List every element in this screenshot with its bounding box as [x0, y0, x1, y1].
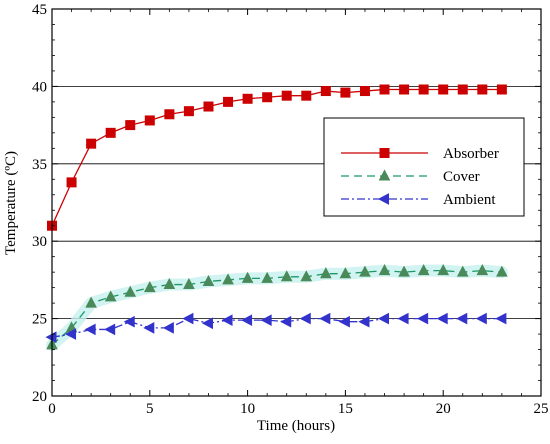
- data-point-ambient: [475, 312, 487, 325]
- data-point-ambient: [182, 312, 194, 325]
- data-point-ambient: [84, 323, 96, 336]
- data-point-ambient: [201, 317, 213, 330]
- x-tick-label: 0: [48, 401, 56, 417]
- data-point-absorber: [496, 84, 507, 95]
- x-tick-label: 5: [146, 401, 154, 417]
- data-point-absorber: [301, 90, 312, 101]
- data-point-absorber: [477, 84, 488, 95]
- data-point-absorber: [183, 106, 194, 117]
- data-point-cover: [202, 274, 215, 286]
- y-tick-label: 20: [32, 389, 47, 405]
- data-point-absorber: [457, 84, 468, 95]
- data-point-ambient: [436, 312, 448, 325]
- data-point-absorber: [125, 120, 136, 131]
- legend-box: [323, 117, 525, 217]
- data-point-ambient: [143, 322, 155, 334]
- data-point-ambient: [45, 331, 57, 344]
- data-point-absorber: [418, 84, 429, 95]
- data-point-absorber: [164, 109, 175, 120]
- data-point-absorber: [399, 84, 410, 95]
- data-point-cover: [183, 277, 195, 290]
- data-point-ambient: [397, 312, 409, 325]
- data-point-cover: [339, 267, 352, 279]
- data-point-cover: [104, 290, 117, 302]
- data-point-absorber: [262, 92, 273, 103]
- x-tick-label: 20: [436, 401, 451, 417]
- data-point-cover: [476, 264, 489, 276]
- legend-label-ambient: Ambient: [443, 192, 496, 208]
- data-point-ambient: [417, 312, 429, 325]
- y-tick-label: 40: [32, 79, 47, 95]
- data-point-absorber: [144, 115, 155, 126]
- data-point-cover: [496, 265, 508, 277]
- data-point-absorber: [86, 138, 97, 149]
- data-point-cover: [300, 270, 313, 282]
- data-point-ambient: [358, 315, 370, 328]
- data-point-ambient: [338, 315, 350, 328]
- data-point-cover: [437, 264, 450, 276]
- data-point-cover: [378, 264, 391, 276]
- data-point-ambient: [123, 315, 135, 328]
- x-tick-label: 15: [338, 401, 353, 417]
- data-point-ambient: [241, 314, 253, 326]
- data-point-cover: [456, 265, 469, 277]
- legend-marker-cover: [378, 169, 391, 181]
- data-point-ambient: [221, 314, 233, 326]
- data-point-cover: [417, 264, 430, 276]
- x-tick-label: 25: [534, 401, 549, 417]
- data-point-ambient: [299, 312, 311, 325]
- y-axis-title: Temperature (ºC): [3, 151, 19, 255]
- data-point-cover: [222, 273, 234, 285]
- data-point-absorber: [320, 86, 331, 97]
- data-point-absorber: [66, 177, 77, 188]
- y-tick-label: 25: [32, 312, 47, 328]
- legend-marker-ambient: [377, 193, 389, 205]
- cover-series-highlight: [46, 264, 508, 351]
- series-highlight-bands: [46, 264, 508, 351]
- y-tick-label: 30: [32, 234, 47, 250]
- data-point-cover: [280, 270, 293, 282]
- data-point-ambient: [162, 322, 174, 334]
- data-point-absorber: [379, 84, 390, 95]
- data-point-absorber: [223, 96, 234, 107]
- data-point-absorber: [281, 90, 292, 101]
- data-point-ambient: [64, 328, 77, 340]
- data-point-absorber: [203, 101, 214, 112]
- x-axis-title: Time (hours): [257, 418, 335, 434]
- y-tick-label: 45: [32, 2, 47, 18]
- data-point-absorber: [359, 86, 370, 97]
- data-point-ambient: [495, 312, 507, 325]
- data-point-cover: [163, 277, 176, 290]
- data-point-cover: [398, 265, 410, 277]
- x-tick-label: 10: [240, 401, 255, 417]
- data-point-absorber: [242, 93, 253, 104]
- data-point-cover: [320, 267, 332, 279]
- legend-marker-absorber: [379, 148, 390, 158]
- data-point-cover: [143, 281, 156, 293]
- data-point-ambient: [456, 312, 468, 325]
- data-point-absorber: [438, 84, 449, 95]
- data-point-cover: [241, 271, 254, 283]
- data-point-cover: [124, 285, 137, 297]
- legend: Absorber Cover Ambient: [323, 117, 525, 217]
- data-point-absorber: [340, 87, 351, 98]
- y-tick-label: 35: [32, 157, 47, 173]
- data-point-cover: [261, 271, 273, 283]
- data-point-ambient: [280, 315, 292, 328]
- series-line-ambient: [51, 317, 502, 338]
- plot-frame: [51, 8, 542, 397]
- data-point-ambient: [260, 314, 272, 326]
- data-point-ambient: [104, 323, 116, 336]
- data-point-ambient: [377, 312, 390, 325]
- legend-label-cover: Cover: [443, 169, 480, 185]
- legend-label-absorber: Absorber: [443, 146, 499, 162]
- axis-ticks: 20 25 30 35 40 45 0 5 10 15 20 25: [32, 2, 549, 417]
- data-point-ambient: [319, 312, 331, 325]
- data-point-absorber: [105, 127, 116, 138]
- data-point-cover: [359, 265, 371, 277]
- data-point-cover: [85, 296, 97, 308]
